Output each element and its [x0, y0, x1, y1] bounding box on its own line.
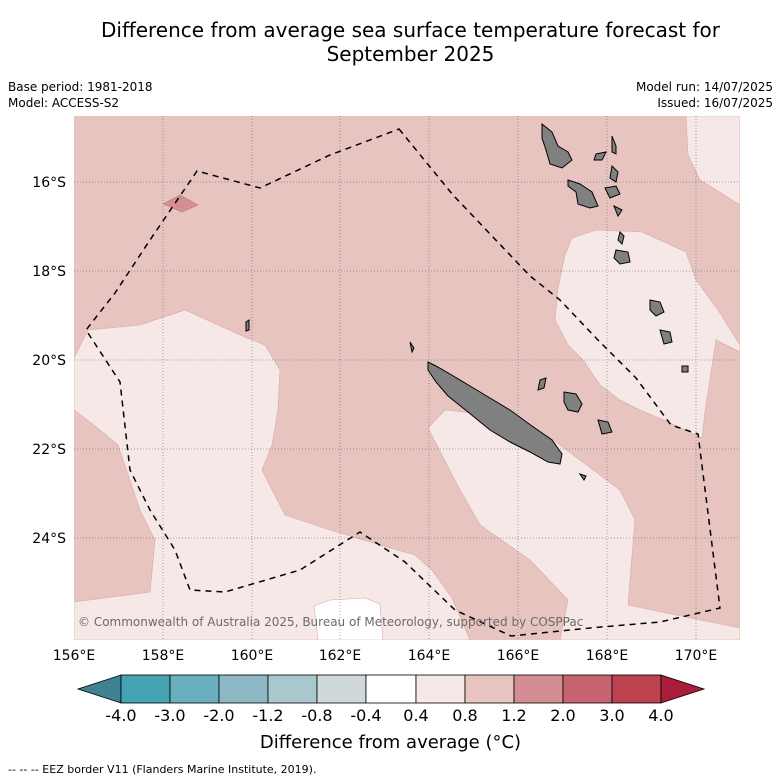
x-tick-156e: 156°E [53, 648, 96, 664]
colorbar-segment-4 [267, 674, 318, 704]
colorbar: -4.0 -3.0 -2.0 -1.2 -0.8 -0.4 0.4 0.8 1.… [76, 674, 706, 725]
vanuatu-island-8 [613, 249, 631, 265]
cb-tick-label: -0.4 [350, 706, 381, 725]
cb-tick-label: 1.2 [501, 706, 526, 725]
y-tick-16s: 16°S [32, 175, 66, 191]
y-tick-24s: 24°S [32, 531, 66, 547]
cb-tick-label: 2.0 [550, 706, 575, 725]
title-line-2: September 2025 [326, 42, 495, 66]
anomaly-field-warm-patch [162, 194, 199, 213]
y-tick-22s: 22°S [32, 442, 66, 458]
cb-tick-label: -1.2 [252, 706, 283, 725]
loyalty-island-2 [597, 419, 613, 435]
copyright-notice: © Commonwealth of Australia 2025, Bureau… [78, 615, 583, 629]
vanuatu-island-5 [604, 185, 621, 199]
x-tick-168e: 168°E [586, 648, 629, 664]
cb-tick-label: -2.0 [203, 706, 234, 725]
small-island-2 [245, 319, 250, 332]
meta-right: Model run: 14/07/2025 Issued: 16/07/2025 [636, 79, 773, 111]
small-island-1 [578, 473, 587, 481]
meta-left: Base period: 1981-2018 Model: ACCESS-S2 [8, 79, 153, 111]
model-name: Model: ACCESS-S2 [8, 96, 120, 110]
cb-tick-label: 0.4 [403, 706, 428, 725]
anomaly-field-neutral [313, 597, 384, 640]
colorbar-segment-2 [169, 674, 220, 704]
colorbar-segment-8 [464, 674, 515, 704]
loyalty-island-3 [537, 377, 547, 391]
issued-date: Issued: 16/07/2025 [657, 96, 773, 110]
cb-tick-label: 0.8 [452, 706, 477, 725]
x-axis-ticks: 156°E 158°E 160°E 162°E 164°E 166°E 168°… [53, 648, 718, 664]
model-run: Model run: 14/07/2025 [635, 80, 773, 94]
colorbar-segment-1 [120, 674, 171, 704]
colorbar-label: Difference from average (°C) [259, 732, 522, 753]
small-island-3 [409, 341, 415, 354]
vanuatu-island-3 [611, 135, 617, 155]
colorbar-segment-5 [316, 674, 367, 704]
chart-title: Difference from average sea surface temp… [40, 18, 781, 66]
colorbar-segment-7 [415, 674, 466, 704]
colorbar-extend-low [76, 674, 122, 704]
colorbar-extend-high [660, 674, 706, 704]
x-tick-162e: 162°E [319, 648, 362, 664]
vanuatu-island-11 [659, 329, 673, 345]
gridlines [74, 116, 740, 640]
colorbar-segment-6 [365, 674, 417, 704]
new-caledonia-island [427, 361, 563, 465]
land [245, 122, 689, 481]
cb-tick-label: -4.0 [105, 706, 136, 725]
y-tick-18s: 18°S [32, 264, 66, 280]
colorbar-segment-9 [513, 674, 564, 704]
colorbar-segment-10 [562, 674, 613, 704]
y-axis-ticks: 16°S 18°S 20°S 22°S 24°S [32, 175, 66, 547]
anomaly-field-left [74, 309, 471, 640]
eez-border [85, 128, 721, 637]
eez-legend-note: -- -- -- EEZ border V11 (Flanders Marine… [8, 763, 317, 776]
cb-tick-label: 4.0 [648, 706, 673, 725]
x-tick-164e: 164°E [408, 648, 451, 664]
y-tick-20s: 20°S [32, 353, 66, 369]
vanuatu-island-2 [593, 151, 607, 161]
x-tick-158e: 158°E [142, 648, 185, 664]
x-tick-170e: 170°E [675, 648, 718, 664]
x-tick-160e: 160°E [231, 648, 274, 664]
cb-tick-label: -0.8 [301, 706, 332, 725]
base-period: Base period: 1981-2018 [8, 80, 153, 94]
colorbar-segment-3 [218, 674, 269, 704]
vanuatu-island-4 [567, 179, 599, 209]
cb-tick-label: 3.0 [599, 706, 624, 725]
anomaly-field-right [554, 229, 740, 439]
cb-tick-label: -3.0 [154, 706, 185, 725]
loyalty-island-1 [563, 391, 583, 413]
vanuatu-island-12 [681, 365, 689, 373]
vanuatu-island-1 [541, 122, 573, 169]
colorbar-ticks: -4.0 -3.0 -2.0 -1.2 -0.8 -0.4 0.4 0.8 1.… [105, 706, 673, 725]
vanuatu-island-6 [609, 164, 619, 183]
vanuatu-island-10 [649, 299, 665, 317]
vanuatu-island-9 [617, 231, 625, 245]
title-line-1: Difference from average sea surface temp… [100, 18, 720, 42]
vanuatu-island-7 [613, 204, 623, 218]
map-area: © Commonwealth of Australia 2025, Bureau… [74, 116, 740, 640]
anomaly-field-upper-right [685, 116, 740, 206]
x-tick-166e: 166°E [497, 648, 540, 664]
colorbar-segment-11 [611, 674, 662, 704]
